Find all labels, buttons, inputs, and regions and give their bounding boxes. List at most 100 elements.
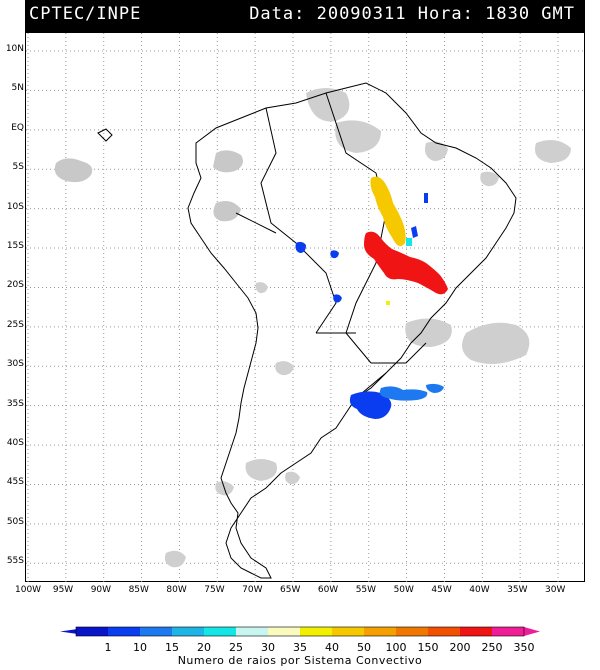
colorbar-segment — [428, 627, 461, 636]
lat-label: 30S — [6, 359, 24, 370]
colorbar-tick-label: 250 — [481, 641, 503, 654]
lat-label: 55S — [6, 556, 24, 567]
lat-label: 5S — [12, 162, 24, 173]
colorbar-svg — [60, 626, 540, 637]
island — [97, 128, 113, 142]
colorbar-segment — [140, 627, 173, 636]
country-borders — [235, 92, 427, 399]
convective-system-blue-atlantic — [379, 386, 428, 401]
colorbar-tick-label: 1 — [104, 641, 112, 654]
lat-label: 25S — [6, 319, 24, 330]
colorbar-tick-label: 30 — [261, 641, 275, 654]
cloud-patch — [285, 471, 300, 485]
colorbar-segment — [396, 627, 429, 636]
colorbar-segment — [300, 627, 333, 636]
coastline-layer — [97, 82, 517, 579]
colorbar-segment — [172, 627, 205, 636]
convective-system-blue — [411, 226, 418, 238]
cloud-patch — [213, 201, 241, 222]
lon-label: 60W — [317, 585, 339, 595]
colorbar-tick-label: 350 — [513, 641, 535, 654]
colorbar — [0, 600, 600, 670]
colorbar-segment — [108, 627, 141, 636]
map-svg — [26, 33, 586, 583]
colorbar-tick-label: 150 — [417, 641, 439, 654]
lat-label: 45S — [6, 477, 24, 488]
lon-label: 35W — [507, 585, 528, 595]
lon-label: 45W — [431, 585, 452, 595]
lat-lon-grid — [26, 33, 586, 583]
convective-system-yellow — [386, 301, 390, 305]
lon-label: 85W — [128, 585, 149, 595]
lat-label: 20S — [6, 280, 24, 291]
lon-label: 40W — [469, 585, 490, 595]
convective-system-red — [364, 231, 448, 295]
south-america-coastline — [187, 82, 517, 579]
cloud-patch — [462, 322, 530, 364]
map-header: CPTEC/INPE Data: 20090311 Hora: 1830 GMT — [25, 0, 585, 32]
header-source: CPTEC/INPE — [29, 4, 142, 24]
convective-system-blue — [333, 294, 342, 303]
colorbar-caption: Numero de raios por Sistema Convectivo — [177, 654, 423, 667]
cloud-patch — [275, 361, 294, 376]
colorbar-tick-label: 200 — [449, 641, 471, 654]
convective-systems-layer — [295, 176, 448, 419]
cloud-patch — [425, 141, 448, 161]
cloud-patch — [164, 550, 186, 568]
lon-label: 30W — [545, 585, 566, 595]
convective-system-blue — [330, 250, 339, 259]
lat-label: 50S — [6, 516, 24, 527]
colorbar-tick-label: 35 — [293, 641, 307, 654]
convective-system-orange — [370, 176, 406, 247]
lon-label: 70W — [242, 585, 263, 595]
lon-label: 75W — [204, 585, 225, 595]
lon-label: 100W — [15, 585, 42, 595]
header-datetime: Data: 20090311 Hora: 1830 GMT — [249, 4, 575, 24]
colorbar-segment — [268, 627, 301, 636]
cloud-patch — [213, 150, 243, 173]
map-area — [25, 32, 586, 583]
lat-label: 10S — [6, 201, 24, 212]
lat-label: 5N — [11, 83, 24, 94]
cloud-patch — [405, 318, 452, 347]
lat-label: 10N — [5, 44, 24, 54]
lon-label: 80W — [166, 585, 187, 595]
convective-system-blue-atlantic — [426, 383, 444, 393]
convective-system-cyan — [406, 238, 412, 246]
colorbar-tick-label: 20 — [197, 641, 211, 654]
convective-system-blue-uruguay — [349, 391, 392, 419]
cloud-patch — [480, 171, 499, 187]
lon-label: 50W — [393, 585, 414, 595]
colorbar-segment — [76, 627, 109, 636]
lat-label: 35S — [6, 398, 24, 409]
cloud-patch — [245, 459, 277, 481]
colorbar-tick-label: 10 — [133, 641, 147, 654]
colorbar-tick-label: 100 — [385, 641, 407, 654]
colorbar-segment — [332, 627, 365, 636]
colorbar-tick-label: 25 — [229, 641, 243, 654]
colorbar-arrow-right — [524, 627, 540, 636]
lon-label: 90W — [90, 585, 112, 595]
lon-label: 95W — [52, 585, 74, 595]
convective-system-blue — [424, 193, 428, 203]
lat-label: 15S — [6, 241, 24, 252]
cloud-patch — [54, 158, 93, 183]
cloud-patch — [335, 120, 381, 153]
colorbar-tick-label: 40 — [325, 641, 339, 654]
convective-system-blue — [295, 241, 306, 253]
colorbar-segment — [492, 627, 525, 636]
lon-label: 65W — [280, 585, 301, 595]
colorbar-outline — [75, 626, 525, 637]
colorbar-segment — [204, 627, 237, 636]
cloud-cover-layer — [54, 88, 571, 568]
lat-label: EQ — [11, 122, 24, 133]
colorbar-tick-label: 50 — [357, 641, 371, 654]
colorbar-segment — [236, 627, 269, 636]
colorbar-tick-label: 15 — [165, 641, 179, 654]
lon-label: 55W — [355, 585, 377, 595]
colorbar-segment — [460, 627, 493, 636]
lat-label: 40S — [6, 438, 24, 449]
cloud-patch — [535, 139, 571, 163]
cloud-patch — [255, 282, 268, 294]
colorbar-segment — [364, 627, 397, 636]
